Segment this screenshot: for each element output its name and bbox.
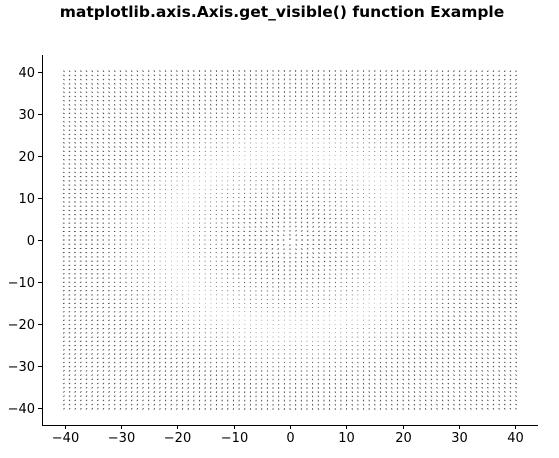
- y-tick-label: −10: [8, 276, 35, 291]
- y-tick-label: 40: [18, 66, 35, 81]
- x-tick-label: 30: [451, 431, 468, 446]
- x-tick-label: 0: [286, 431, 294, 446]
- y-tick-label: 0: [27, 234, 35, 249]
- chart-title: matplotlib.axis.Axis.get_visible() funct…: [59, 3, 505, 21]
- axes: [42, 55, 538, 426]
- y-tick-label: 20: [18, 150, 35, 165]
- y-tick-label: −40: [8, 402, 35, 417]
- x-tick-label: −20: [164, 431, 191, 446]
- x-tick-label: −40: [52, 431, 79, 446]
- x-tick-label: 10: [338, 431, 355, 446]
- y-tick-label: 30: [18, 108, 35, 123]
- vector-field: [62, 70, 518, 410]
- x-axis-ticks: −40 −30 −20 −10 0 10 20 30 40: [52, 425, 524, 446]
- x-tick-label: 40: [507, 431, 524, 446]
- y-tick-label: 10: [18, 192, 35, 207]
- quiver-arrows: [62, 70, 518, 410]
- y-axis-ticks: −40 −30 −20 −10 0 10 20 30 40: [8, 66, 42, 417]
- y-tick-label: −20: [8, 318, 35, 333]
- x-tick-label: −30: [108, 431, 135, 446]
- y-tick-label: −30: [8, 360, 35, 375]
- x-tick-label: −10: [221, 431, 248, 446]
- x-tick-label: 20: [395, 431, 412, 446]
